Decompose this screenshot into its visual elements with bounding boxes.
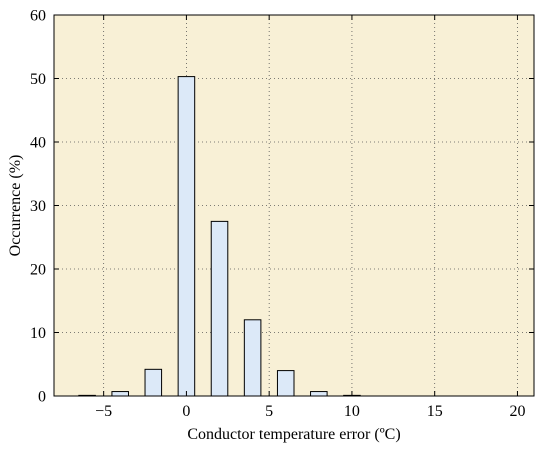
x-tick-label: 0 (182, 403, 190, 420)
y-tick-label: 60 (30, 8, 46, 25)
bar (111, 391, 129, 397)
y-tick-label: 20 (30, 262, 46, 279)
bar (144, 368, 163, 397)
x-tick-label: 5 (265, 403, 273, 420)
y-tick-label: 30 (30, 198, 46, 215)
bar (177, 76, 196, 397)
y-axis-label: Occurrence (%) (7, 155, 24, 257)
y-tick-label: 50 (30, 71, 46, 88)
bar (276, 370, 295, 397)
bar (243, 319, 262, 397)
y-tick-label: 10 (30, 325, 46, 342)
x-axis-label: Conductor temperature error (ºC) (187, 426, 400, 443)
y-tick-label: 40 (30, 135, 46, 152)
bar (210, 220, 229, 397)
axis-ticks: −5 0 5 10 15 20 0 10 20 30 40 50 60 (30, 8, 534, 420)
x-tick-label: 15 (427, 403, 443, 420)
bars (78, 76, 361, 397)
y-tick-label: 0 (38, 389, 46, 406)
x-tick-label: −5 (95, 403, 112, 420)
x-tick-label: 20 (509, 403, 525, 420)
x-tick-label: 10 (344, 403, 360, 420)
bar (310, 391, 328, 397)
